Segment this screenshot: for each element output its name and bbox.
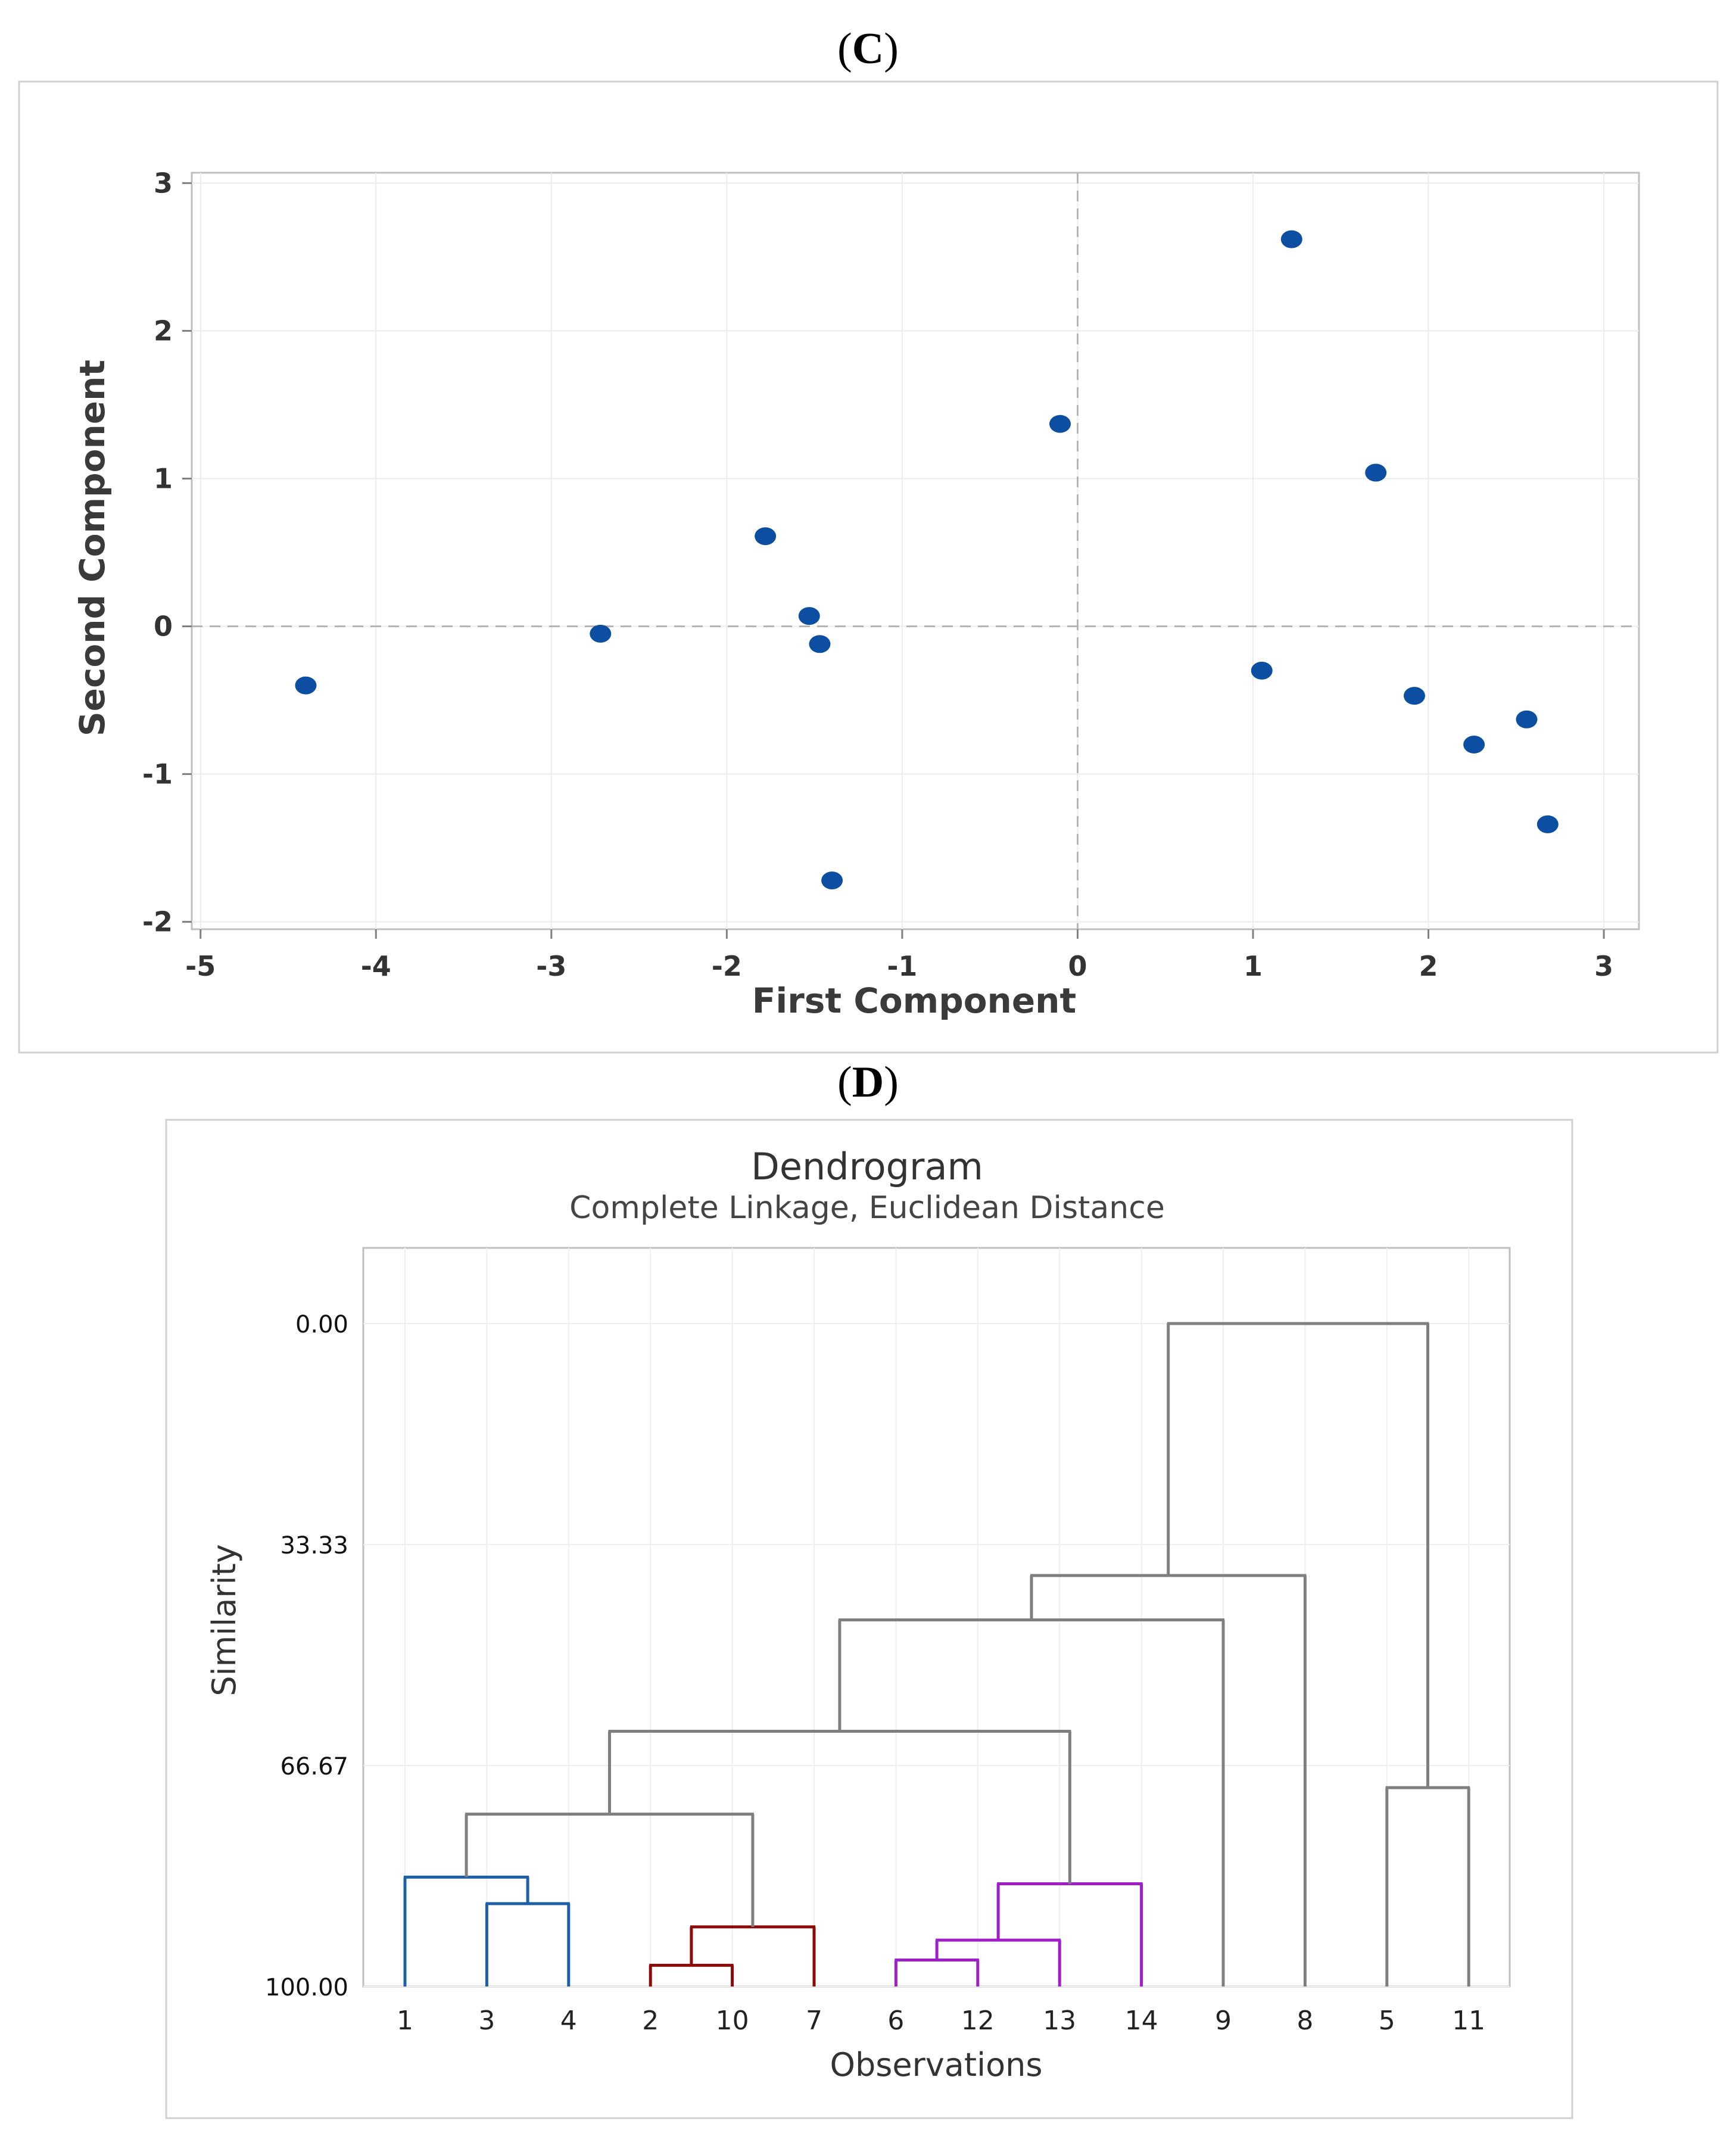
y-tick-label: -1 <box>142 758 173 790</box>
observation-label: 10 <box>716 2006 749 2036</box>
x-tick-label: -5 <box>185 950 216 982</box>
observation-label: 9 <box>1215 2006 1232 2036</box>
observation-label: 6 <box>887 2006 904 2036</box>
y-tick-label: 0 <box>154 611 173 643</box>
observation-label: 3 <box>478 2006 495 2036</box>
scatter-point <box>295 676 317 695</box>
scatter-point <box>590 624 612 643</box>
plot-c-area <box>191 172 1640 930</box>
dendrogram-title: Dendrogram <box>751 1145 983 1188</box>
similarity-tick-label: 100.00 <box>265 1974 348 2001</box>
panel-c-label: (C) <box>837 24 899 73</box>
x-tick-label: 0 <box>1068 950 1087 982</box>
observation-label: 4 <box>560 2006 577 2036</box>
scatter-point <box>1536 815 1559 833</box>
dendrogram-links <box>403 1322 1470 1987</box>
scatter-point <box>821 871 843 890</box>
scatter-point <box>1251 661 1273 680</box>
scatter-reference-lines <box>192 173 1639 929</box>
y-tick-label: 1 <box>154 462 173 494</box>
observation-label: 8 <box>1296 2006 1313 2036</box>
x-tick-label: -2 <box>712 950 742 982</box>
observation-label: 7 <box>806 2006 822 2036</box>
plot-d-area <box>362 1247 1511 1988</box>
dendrogram-leaf-labels: 1 3 4 2 10 7 6 12 13 14 9 8 5 11 <box>397 2006 1485 2036</box>
observation-label: 1 <box>397 2006 413 2036</box>
dendrogram-y-ticks: 0.00 33.33 66.67 100.00 <box>265 1311 348 2001</box>
x-tick-label: -3 <box>536 950 566 982</box>
x-tick-label: 1 <box>1243 950 1263 982</box>
similarity-tick-label: 66.67 <box>280 1753 348 1780</box>
scatter-points <box>295 230 1559 890</box>
dendrogram-gridlines <box>363 1248 1510 1987</box>
scatter-point <box>755 527 777 546</box>
scatter-point <box>1463 735 1485 754</box>
scatter-point <box>1365 463 1387 482</box>
panel-d-label: (D) <box>837 1058 899 1107</box>
scatter-point <box>1280 230 1302 248</box>
scatter-point <box>798 607 820 625</box>
y-tick-label: 3 <box>154 167 173 199</box>
x-tick-label: 2 <box>1419 950 1438 982</box>
observation-label: 14 <box>1125 2006 1158 2036</box>
scatter-point <box>809 635 831 653</box>
y-axis-title: Second Component <box>72 360 113 736</box>
scatter-y-ticks: -2 -1 0 1 2 3 <box>142 167 192 938</box>
observations-axis-title: Observations <box>830 2046 1043 2084</box>
y-tick-label: 2 <box>154 315 173 347</box>
scatter-point <box>1403 687 1425 705</box>
observation-label: 13 <box>1043 2006 1076 2036</box>
scatter-point <box>1049 415 1071 433</box>
observation-label: 2 <box>642 2006 659 2036</box>
similarity-tick-label: 33.33 <box>280 1532 348 1559</box>
observation-label: 12 <box>961 2006 995 2036</box>
y-tick-label: -2 <box>142 906 173 938</box>
scatter-point <box>1516 710 1538 728</box>
similarity-axis-title: Similarity <box>205 1544 243 1696</box>
x-tick-label: 3 <box>1594 950 1613 982</box>
dendrogram-subtitle: Complete Linkage, Euclidean Distance <box>569 1190 1165 1226</box>
observation-label: 11 <box>1452 2006 1485 2036</box>
observation-label: 5 <box>1379 2006 1395 2036</box>
scatter-x-ticks: -5 -4 -3 -2 -1 0 1 2 3 <box>185 929 1613 982</box>
x-tick-label: -1 <box>887 950 917 982</box>
x-axis-title: First Component <box>752 980 1076 1021</box>
similarity-tick-label: 0.00 <box>295 1311 348 1338</box>
x-tick-label: -4 <box>361 950 391 982</box>
